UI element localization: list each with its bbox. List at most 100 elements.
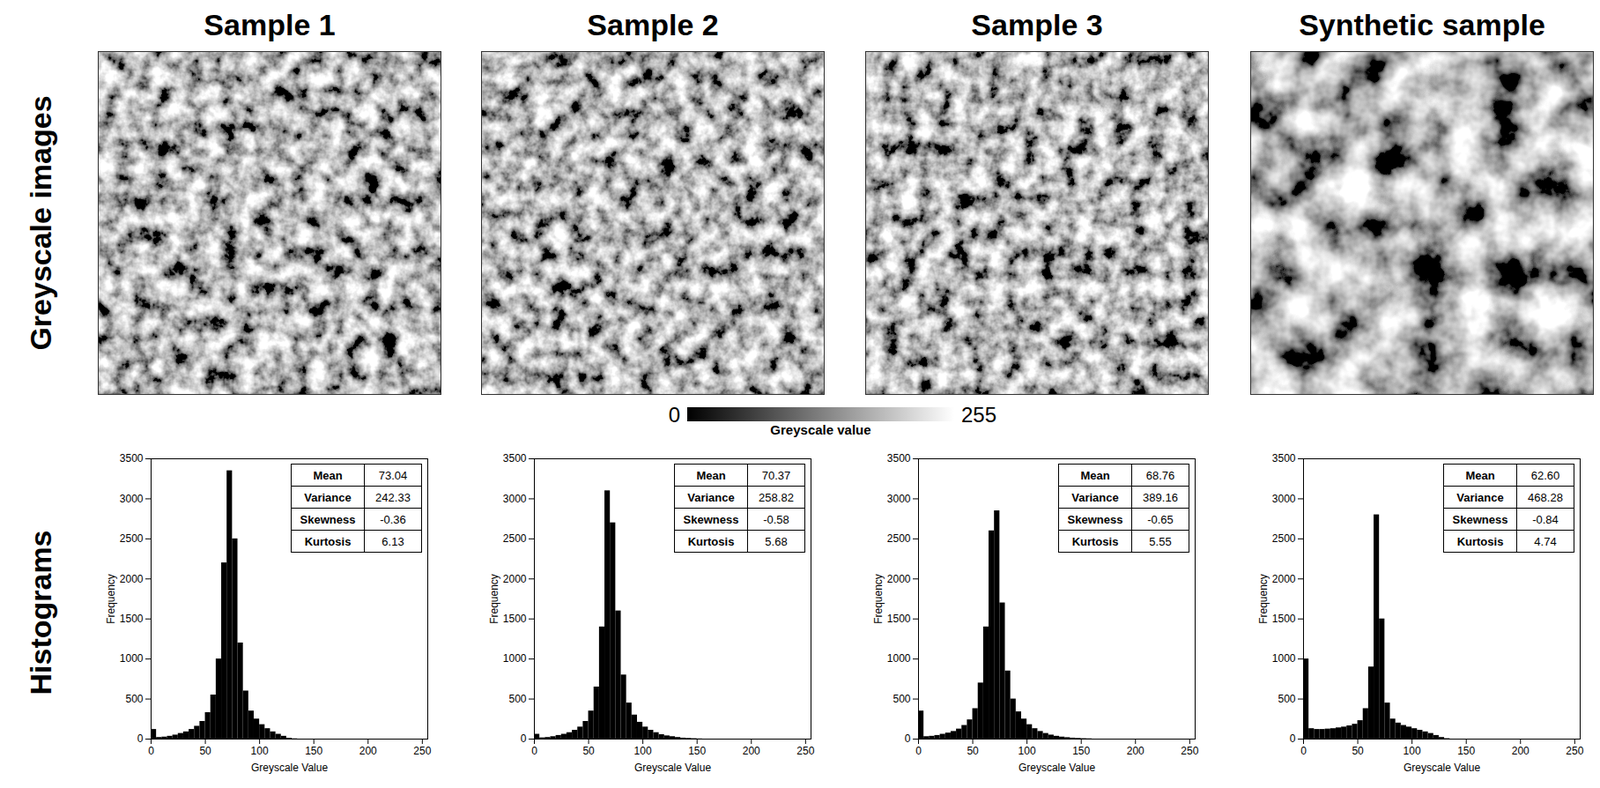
svg-text:100: 100 — [634, 744, 652, 757]
svg-text:0: 0 — [904, 732, 912, 745]
html-text:-0.36: -0.36 — [379, 512, 406, 526]
svg-text:200: 200 — [1511, 744, 1530, 757]
svg-text:Greyscale Value: Greyscale Value — [251, 761, 328, 774]
svg-text:0: 0 — [915, 744, 922, 757]
html-text:Histograms: Histograms — [23, 529, 58, 695]
svg-text:200: 200 — [742, 744, 761, 757]
svg-text:Frequency: Frequency — [104, 573, 118, 624]
svg-text:Frequency: Frequency — [1257, 573, 1270, 624]
svg-text:100: 100 — [1018, 744, 1037, 757]
html-text:Kurtosis: Kurtosis — [687, 534, 735, 548]
svg-text:1000: 1000 — [887, 651, 912, 665]
svg-text:Greyscale Value: Greyscale Value — [634, 761, 712, 774]
html-text:Kurtosis: Kurtosis — [1071, 534, 1119, 548]
svg-text:2500: 2500 — [887, 532, 912, 545]
svg-text:3000: 3000 — [503, 492, 527, 505]
svg-text:150: 150 — [304, 744, 323, 757]
svg-text:200: 200 — [1126, 744, 1145, 757]
html-text:Mean: Mean — [696, 468, 726, 482]
html-text:Variance: Variance — [1071, 490, 1119, 504]
html-text:Synthetic sample: Synthetic sample — [1298, 7, 1546, 42]
svg-text:0: 0 — [137, 732, 144, 745]
svg-text:3000: 3000 — [887, 492, 912, 505]
svg-text:50: 50 — [966, 744, 979, 757]
svg-text:250: 250 — [796, 744, 815, 757]
svg-text:500: 500 — [892, 692, 911, 705]
html-text:389.16: 389.16 — [1142, 490, 1178, 504]
svg-text:3500: 3500 — [887, 451, 912, 465]
html-text:Greyscale images: Greyscale images — [23, 95, 58, 351]
svg-text:0: 0 — [531, 744, 538, 757]
svg-text:150: 150 — [1072, 744, 1090, 757]
svg-text:Frequency: Frequency — [488, 573, 501, 624]
svg-text:2500: 2500 — [119, 532, 144, 545]
svg-text:1000: 1000 — [119, 651, 144, 665]
svg-text:2500: 2500 — [503, 532, 527, 545]
html-text:Mean: Mean — [313, 468, 343, 482]
html-text:-0.58: -0.58 — [763, 512, 790, 526]
svg-text:2000: 2000 — [1272, 572, 1297, 586]
svg-text:2500: 2500 — [1272, 532, 1297, 545]
svg-text:50: 50 — [582, 744, 595, 757]
svg-text:3000: 3000 — [119, 492, 144, 505]
html-text:Variance: Variance — [1456, 490, 1504, 504]
svg-text:100: 100 — [251, 744, 269, 757]
html-text:Mean: Mean — [1465, 468, 1495, 482]
svg-text:150: 150 — [1457, 744, 1475, 757]
html-text:73.04: 73.04 — [378, 468, 408, 482]
svg-text:0: 0 — [1289, 732, 1297, 745]
html-text:5.68: 5.68 — [765, 534, 788, 548]
html-text:Sample 2: Sample 2 — [587, 7, 719, 42]
svg-text:500: 500 — [125, 692, 143, 705]
svg-text:1500: 1500 — [119, 612, 144, 625]
svg-text:500: 500 — [1277, 692, 1296, 705]
html-text:Variance: Variance — [687, 490, 735, 504]
html-text:Sample 1: Sample 1 — [203, 7, 336, 42]
html-text:-0.65: -0.65 — [1147, 512, 1174, 526]
svg-text:0: 0 — [668, 402, 681, 427]
svg-text:Frequency: Frequency — [872, 573, 885, 624]
svg-text:250: 250 — [1180, 744, 1199, 757]
html-text:68.76: 68.76 — [1145, 468, 1175, 482]
html-text:6.13: 6.13 — [381, 534, 405, 548]
svg-text:50: 50 — [1351, 744, 1364, 757]
html-text:5.55: 5.55 — [1149, 534, 1172, 548]
svg-text:3500: 3500 — [503, 451, 527, 465]
svg-text:2000: 2000 — [503, 572, 527, 586]
svg-text:3500: 3500 — [119, 451, 144, 465]
svg-text:1500: 1500 — [1272, 612, 1297, 625]
svg-text:Greyscale value: Greyscale value — [770, 422, 871, 438]
html-text:Variance: Variance — [304, 490, 352, 504]
svg-text:1500: 1500 — [887, 612, 912, 625]
svg-text:500: 500 — [508, 692, 526, 705]
html-text:Skewness: Skewness — [300, 512, 356, 526]
svg-text:1000: 1000 — [1272, 651, 1297, 665]
svg-text:3500: 3500 — [1272, 451, 1297, 465]
html-text:242.33: 242.33 — [375, 490, 411, 504]
svg-text:255: 255 — [961, 402, 997, 427]
svg-text:3000: 3000 — [1272, 492, 1297, 505]
html-text:62.60: 62.60 — [1531, 468, 1560, 482]
html-text:Sample 3: Sample 3 — [971, 7, 1103, 42]
svg-text:50: 50 — [199, 744, 212, 757]
html-text:Mean: Mean — [1080, 468, 1110, 482]
svg-text:1000: 1000 — [503, 651, 527, 665]
html-text:Skewness: Skewness — [1067, 512, 1123, 526]
html-text:258.82: 258.82 — [758, 490, 794, 504]
svg-text:250: 250 — [413, 744, 431, 757]
svg-text:0: 0 — [520, 732, 527, 745]
svg-text:2000: 2000 — [887, 572, 912, 586]
svg-text:0: 0 — [148, 744, 155, 757]
html-text:Kurtosis: Kurtosis — [304, 534, 352, 548]
svg-text:100: 100 — [1403, 744, 1422, 757]
svg-text:Greyscale Value: Greyscale Value — [1403, 761, 1481, 774]
svg-text:1500: 1500 — [503, 612, 527, 625]
svg-text:200: 200 — [359, 744, 378, 757]
html-text:70.37: 70.37 — [761, 468, 791, 482]
svg-text:250: 250 — [1565, 744, 1584, 757]
svg-text:2000: 2000 — [119, 572, 144, 586]
html-text:Skewness: Skewness — [683, 512, 739, 526]
svg-text:Greyscale Value: Greyscale Value — [1018, 761, 1096, 774]
svg-text:150: 150 — [688, 744, 706, 757]
svg-text:0: 0 — [1300, 744, 1307, 757]
